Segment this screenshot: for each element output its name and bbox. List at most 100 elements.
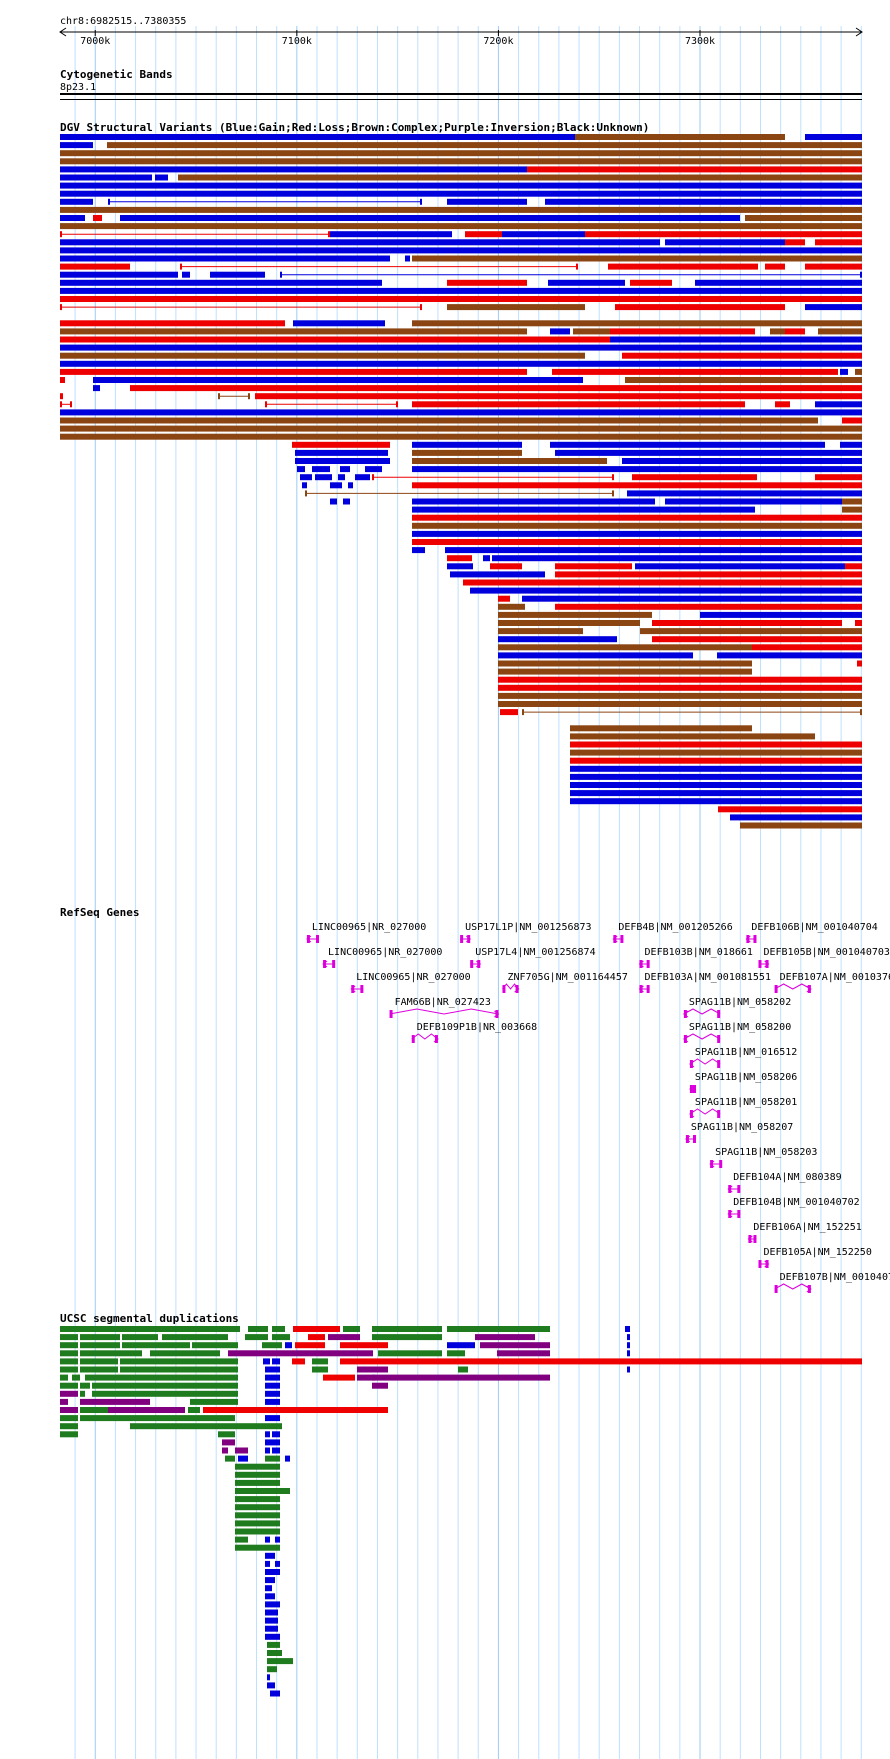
variant-bar[interactable] [60, 279, 382, 286]
segdup-bar[interactable] [265, 1569, 280, 1575]
variant-bar[interactable] [60, 417, 818, 424]
variant-bar[interactable] [465, 231, 502, 238]
segdup-bar[interactable] [108, 1407, 185, 1413]
variant-bar[interactable] [338, 474, 345, 481]
variant-bar[interactable] [840, 441, 862, 448]
segdup-bar[interactable] [475, 1334, 535, 1341]
variant-bar[interactable] [630, 279, 672, 286]
segdup-bar[interactable] [265, 1585, 272, 1592]
variant-bar[interactable] [60, 377, 65, 383]
variant-bar[interactable] [805, 304, 862, 311]
variant-bar[interactable] [412, 466, 862, 473]
variant-bar[interactable] [447, 555, 472, 562]
segdup-bar[interactable] [72, 1374, 80, 1381]
dgv-variants[interactable] [60, 134, 862, 829]
variant-bar[interactable] [60, 336, 610, 343]
segdup-bar[interactable] [267, 1682, 275, 1689]
gene-model[interactable] [322, 960, 336, 968]
gene-label[interactable]: FAM66B|NR_027423 [395, 997, 491, 1008]
gene-model[interactable] [350, 985, 364, 993]
variant-bar[interactable] [622, 458, 862, 464]
variant-bar[interactable] [498, 652, 693, 659]
segdup-bar[interactable] [627, 1366, 630, 1373]
variant-bar[interactable] [700, 611, 862, 618]
variant-bar[interactable] [570, 798, 862, 805]
variant-bar[interactable] [60, 296, 862, 302]
variant-bar[interactable] [60, 320, 285, 327]
variant-bar[interactable] [855, 620, 862, 626]
variant-bar[interactable] [815, 239, 862, 246]
variant-bar[interactable] [665, 498, 842, 505]
segdup-bar[interactable] [235, 1536, 248, 1543]
variant-bar[interactable] [412, 482, 862, 489]
gene-model[interactable] [411, 1033, 439, 1043]
segdup-bar[interactable] [60, 1342, 78, 1349]
variant-bar[interactable] [840, 368, 848, 375]
segdup-bar[interactable] [203, 1407, 388, 1413]
variant-bar[interactable] [498, 692, 862, 699]
cytoband-bar[interactable] [60, 93, 862, 95]
variant-bar[interactable] [195, 287, 862, 294]
variant-bar[interactable] [60, 368, 527, 375]
segdup-bar[interactable] [480, 1342, 550, 1349]
variant-bar[interactable] [412, 514, 862, 521]
variant-bar[interactable] [412, 530, 862, 537]
variant-bar[interactable] [60, 393, 63, 400]
variant-bar[interactable] [60, 206, 862, 213]
variant-bar[interactable] [312, 466, 330, 473]
variant-bar[interactable] [412, 401, 745, 408]
segdup-bar[interactable] [627, 1350, 630, 1357]
variant-bar[interactable] [60, 255, 390, 262]
segdup-bar[interactable] [92, 1390, 238, 1397]
gene-label[interactable]: DEFB4B|NM_001205266 [618, 922, 732, 933]
gene-label[interactable]: SPAG11B|NM_058203 [715, 1147, 817, 1158]
gene-label[interactable]: DEFB104A|NM_080389 [733, 1172, 841, 1183]
variant-bar[interactable] [785, 328, 805, 335]
segdup-bar[interactable] [130, 1423, 282, 1430]
gene-label[interactable]: SPAG11B|NM_058202 [689, 997, 791, 1008]
variant-bar[interactable] [130, 385, 862, 392]
segdup-bar[interactable] [222, 1447, 228, 1454]
gene-label[interactable]: SPAG11B|NM_058200 [689, 1022, 791, 1033]
variant-bar[interactable] [447, 563, 473, 570]
variant-bar[interactable] [610, 336, 862, 343]
segdup-bar[interactable] [235, 1504, 280, 1511]
segdup-bar[interactable] [235, 1528, 280, 1535]
segdup-bar[interactable] [275, 1560, 280, 1567]
segdup-bar[interactable] [80, 1334, 120, 1341]
variant-bar[interactable] [300, 474, 312, 481]
gene-label[interactable]: LINC00965|NR_027000 [328, 947, 442, 958]
variant-bar[interactable] [550, 441, 825, 448]
segdup-bar[interactable] [447, 1342, 475, 1349]
variant-bar[interactable] [730, 814, 862, 821]
gene-model[interactable] [774, 983, 812, 993]
gene-model[interactable] [745, 935, 757, 943]
segdup-bar[interactable] [235, 1488, 290, 1494]
segmental-duplications[interactable] [60, 1326, 862, 1697]
segdup-bar[interactable] [235, 1463, 280, 1470]
segdup-bar[interactable] [235, 1544, 280, 1551]
variant-bar[interactable] [60, 142, 93, 149]
segdup-bar[interactable] [162, 1334, 228, 1341]
segdup-bar[interactable] [267, 1641, 280, 1648]
segdup-bar[interactable] [265, 1398, 280, 1405]
segdup-bar[interactable] [267, 1674, 270, 1681]
variant-bar[interactable] [718, 806, 862, 813]
gene-model[interactable] [638, 960, 650, 968]
segdup-bar[interactable] [272, 1358, 280, 1365]
variant-bar[interactable] [60, 215, 85, 221]
variant-bar[interactable] [60, 166, 527, 173]
segdup-bar[interactable] [372, 1382, 388, 1389]
variant-bar[interactable] [60, 182, 862, 189]
variant-bar[interactable] [522, 595, 862, 602]
variant-bar[interactable] [570, 773, 862, 780]
variant-bar[interactable] [320, 320, 385, 327]
variant-bar[interactable] [93, 377, 583, 383]
variant-bar[interactable] [855, 368, 862, 375]
segdup-bar[interactable] [265, 1609, 278, 1616]
segdup-bar[interactable] [295, 1342, 325, 1349]
variant-bar[interactable] [412, 539, 862, 545]
variant-bar[interactable] [548, 279, 625, 286]
variant-bar[interactable] [120, 215, 740, 221]
variant-bar[interactable] [625, 377, 862, 383]
